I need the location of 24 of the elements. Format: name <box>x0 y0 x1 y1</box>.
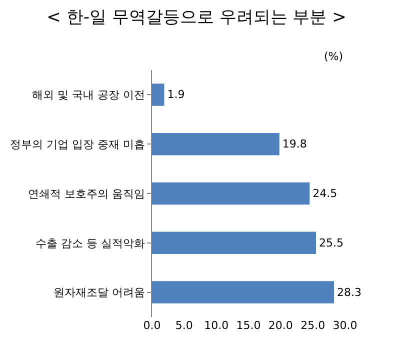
y-tick-label: 해외 및 국내 공장 이전 <box>32 88 145 102</box>
data-label: 19.8 <box>282 138 307 151</box>
y-tick-label: 수출 감소 등 실적악화 <box>35 236 145 250</box>
x-tick-label: 5.0 <box>175 319 193 332</box>
x-tick-label: 0.0 <box>143 319 161 332</box>
x-tick-label: 15.0 <box>236 319 261 332</box>
x-tick-label: 20.0 <box>268 319 293 332</box>
bar <box>152 132 280 156</box>
y-tick-label: 연쇄적 보호주의 움직임 <box>28 187 145 200</box>
y-tick-label: 원자재조달 어려움 <box>53 286 145 300</box>
y-tick-label: 정부의 기업 입장 중재 미흡 <box>10 138 145 151</box>
x-tick-label: 30.0 <box>332 319 358 332</box>
text: (%) <box>324 50 344 63</box>
data-label: 25.5 <box>319 236 344 250</box>
data-label: 1.9 <box>167 88 185 102</box>
x-tick-label: 25.0 <box>300 319 326 332</box>
data-label: 24.5 <box>312 187 338 200</box>
data-label: 28.3 <box>337 286 362 299</box>
bar <box>152 84 164 106</box>
bar <box>152 281 334 304</box>
x-tick-label: 10.0 <box>204 319 229 332</box>
bar <box>152 182 310 205</box>
bar <box>152 232 316 254</box>
chart-title: < 한-일 무역갈등으로 우려되는 부분 > <box>46 7 346 28</box>
